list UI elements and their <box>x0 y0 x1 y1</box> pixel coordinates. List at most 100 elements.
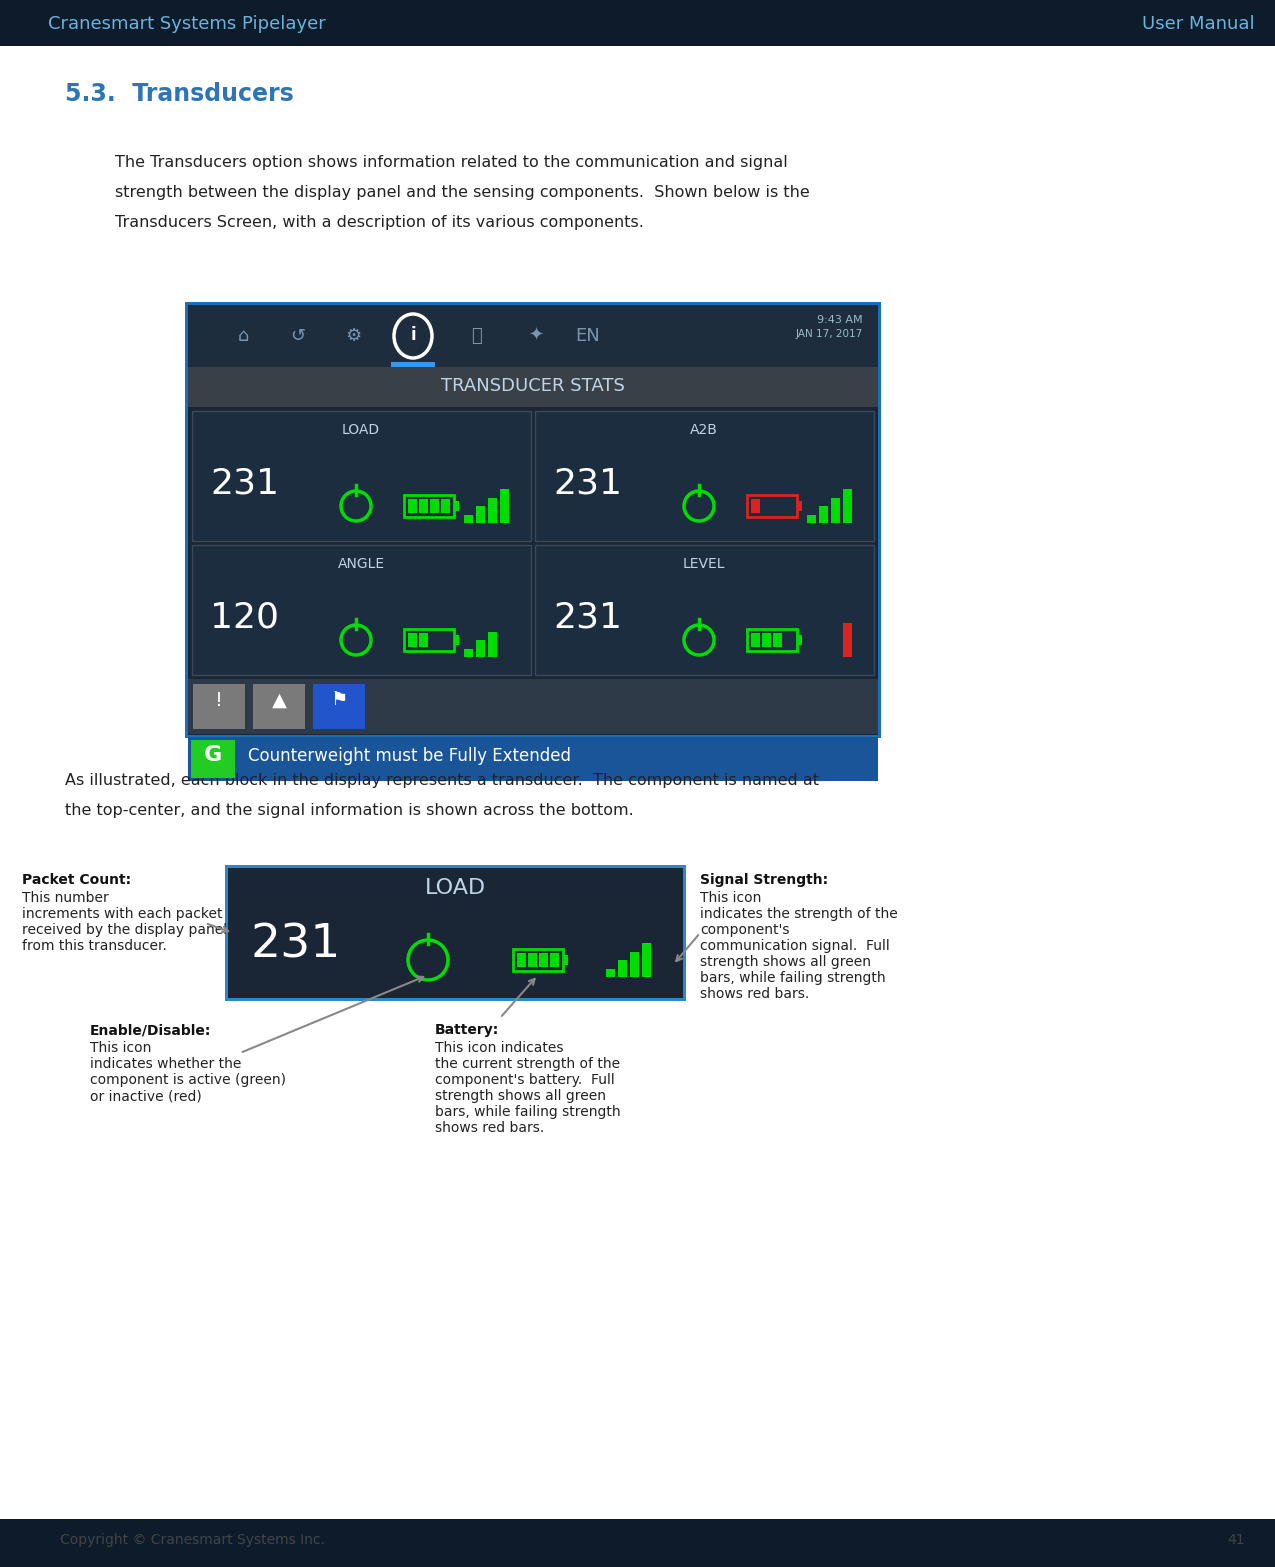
Text: 9:43 AM: 9:43 AM <box>817 315 863 324</box>
Text: ↺: ↺ <box>291 328 306 345</box>
Bar <box>536 545 873 675</box>
Text: 231: 231 <box>250 923 340 968</box>
Bar <box>187 306 878 735</box>
Bar <box>193 411 530 541</box>
Text: As illustrated, each block in the display represents a transducer.  The componen: As illustrated, each block in the displa… <box>65 773 819 788</box>
Text: Enable/Disable:: Enable/Disable: <box>91 1023 212 1037</box>
Bar <box>606 968 615 976</box>
Text: G: G <box>204 744 222 765</box>
Bar <box>408 633 417 647</box>
Bar <box>191 740 235 777</box>
Text: The Transducers option shows information related to the communication and signal: The Transducers option shows information… <box>115 155 788 169</box>
Text: TRANSDUCER STATS: TRANSDUCER STATS <box>441 378 625 395</box>
Bar <box>536 411 873 541</box>
Text: the top-center, and the signal information is shown across the bottom.: the top-center, and the signal informati… <box>65 802 634 818</box>
Bar <box>391 362 435 367</box>
Text: This number: This number <box>22 892 108 906</box>
Bar <box>408 498 417 512</box>
Bar <box>751 633 760 647</box>
Bar <box>564 954 567 965</box>
Bar <box>476 506 484 523</box>
Bar <box>488 632 497 657</box>
Bar <box>464 516 473 523</box>
Bar <box>536 411 873 541</box>
Bar <box>513 950 564 972</box>
Bar <box>797 635 802 646</box>
Text: Packet Count:: Packet Count: <box>22 873 131 887</box>
Text: 👤: 👤 <box>470 328 482 345</box>
Bar <box>0 1518 1275 1567</box>
Text: LOAD: LOAD <box>425 878 486 898</box>
Text: This icon: This icon <box>91 1040 152 1055</box>
Bar <box>187 679 878 733</box>
Bar <box>430 498 439 512</box>
Text: Battery:: Battery: <box>435 1023 500 1037</box>
Bar <box>187 367 878 407</box>
Bar <box>747 495 797 517</box>
Bar <box>404 495 454 517</box>
Bar <box>516 953 527 967</box>
Text: Counterweight must be Fully Extended: Counterweight must be Fully Extended <box>249 747 571 765</box>
Bar <box>228 868 683 998</box>
Text: Signal Strength:: Signal Strength: <box>700 873 829 887</box>
Text: A2B: A2B <box>690 423 718 437</box>
Text: ⚙: ⚙ <box>346 328 361 345</box>
Text: ⌂: ⌂ <box>237 328 249 345</box>
Text: communication signal.  Full: communication signal. Full <box>700 939 890 953</box>
Text: component's: component's <box>700 923 789 937</box>
Text: Cranesmart Systems Pipelayer: Cranesmart Systems Pipelayer <box>48 16 325 33</box>
Bar <box>187 306 878 367</box>
Text: JAN 17, 2017: JAN 17, 2017 <box>796 329 863 338</box>
Bar <box>454 501 459 511</box>
Text: indicates the strength of the: indicates the strength of the <box>700 907 898 921</box>
Bar <box>419 633 428 647</box>
Bar <box>488 498 497 523</box>
Text: User Manual: User Manual <box>1142 16 1255 33</box>
Text: ANGLE: ANGLE <box>338 556 385 570</box>
Text: EN: EN <box>575 328 601 345</box>
Bar <box>454 635 459 646</box>
Bar <box>476 639 484 657</box>
Bar <box>819 506 827 523</box>
Text: LOAD: LOAD <box>342 423 380 437</box>
Text: increments with each packet: increments with each packet <box>22 907 223 921</box>
Bar <box>224 865 686 1001</box>
Text: shows red bars.: shows red bars. <box>700 987 810 1001</box>
Text: 41: 41 <box>1228 1533 1244 1547</box>
Text: 231: 231 <box>210 465 279 500</box>
Text: bars, while failing strength: bars, while failing strength <box>435 1105 621 1119</box>
Bar <box>843 624 852 657</box>
Bar <box>550 953 558 967</box>
Bar <box>187 736 878 780</box>
Bar <box>751 498 760 512</box>
Bar <box>404 628 454 650</box>
Text: 5.3.  Transducers: 5.3. Transducers <box>65 81 293 107</box>
Bar <box>528 953 537 967</box>
Bar <box>193 411 530 541</box>
Text: strength between the display panel and the sensing components.  Shown below is t: strength between the display panel and t… <box>115 185 810 201</box>
Bar <box>441 498 450 512</box>
Bar <box>539 953 548 967</box>
Bar <box>747 628 797 650</box>
Bar <box>831 498 840 523</box>
Bar <box>773 633 782 647</box>
Text: bars, while failing strength: bars, while failing strength <box>700 972 886 986</box>
Text: 120: 120 <box>210 600 279 635</box>
Bar <box>312 685 365 729</box>
Bar <box>193 545 530 675</box>
Text: shows red bars.: shows red bars. <box>435 1120 544 1135</box>
Bar <box>252 685 305 729</box>
Text: 231: 231 <box>553 465 622 500</box>
Text: !: ! <box>215 691 223 710</box>
Text: This icon indicates: This icon indicates <box>435 1040 564 1055</box>
Text: ⚑: ⚑ <box>330 691 348 710</box>
Text: component's battery.  Full: component's battery. Full <box>435 1073 615 1087</box>
Bar <box>843 489 852 523</box>
Bar <box>419 498 428 512</box>
Bar <box>807 516 816 523</box>
Bar <box>0 0 1275 45</box>
Bar <box>464 649 473 657</box>
Bar <box>193 545 530 675</box>
Bar <box>618 961 627 976</box>
Bar <box>193 685 245 729</box>
